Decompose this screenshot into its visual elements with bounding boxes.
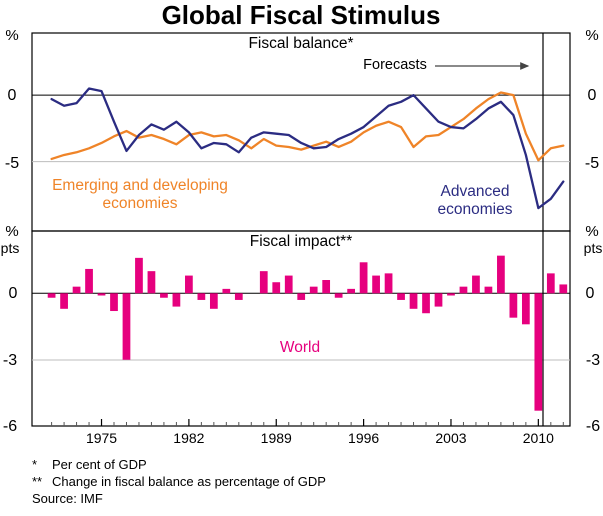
svg-text:Source: IMF: Source: IMF [32, 491, 103, 506]
svg-text:Advanced: Advanced [441, 183, 510, 200]
svg-text:1982: 1982 [173, 430, 204, 446]
svg-text:2010: 2010 [523, 430, 554, 446]
svg-text:Per cent of GDP: Per cent of GDP [52, 457, 147, 472]
svg-text:2003: 2003 [435, 430, 466, 446]
svg-text:pts: pts [1, 240, 20, 256]
svg-text:%: % [5, 27, 18, 44]
svg-text:0: 0 [586, 285, 595, 302]
svg-text:1975: 1975 [86, 430, 117, 446]
svg-text:Forecasts: Forecasts [363, 57, 427, 73]
svg-text:%: % [585, 223, 598, 240]
svg-text:Emerging and developing: Emerging and developing [52, 177, 228, 194]
svg-text:0: 0 [8, 87, 17, 104]
svg-text:-5: -5 [585, 155, 599, 172]
svg-text:0: 0 [588, 87, 597, 104]
svg-text:-3: -3 [3, 352, 17, 369]
svg-text:economies: economies [438, 201, 513, 218]
svg-text:-6: -6 [586, 418, 600, 435]
svg-text:pts: pts [584, 240, 603, 256]
svg-text:Fiscal impact**: Fiscal impact** [250, 233, 353, 250]
svg-text:Global Fiscal Stimulus: Global Fiscal Stimulus [162, 0, 441, 30]
svg-text:%: % [5, 223, 18, 240]
svg-text:**: ** [32, 474, 42, 489]
svg-text:-3: -3 [586, 352, 600, 369]
svg-text:-5: -5 [5, 155, 19, 172]
svg-text:Fiscal balance*: Fiscal balance* [248, 35, 353, 52]
svg-text:1989: 1989 [261, 430, 292, 446]
svg-text:0: 0 [9, 285, 18, 302]
svg-text:-6: -6 [3, 418, 17, 435]
svg-text:*: * [32, 457, 37, 472]
svg-text:Change in fiscal balance as pe: Change in fiscal balance as percentage o… [52, 474, 326, 489]
svg-text:World: World [280, 339, 320, 356]
svg-text:1996: 1996 [348, 430, 379, 446]
svg-text:economies: economies [103, 195, 178, 212]
svg-text:%: % [585, 27, 598, 44]
